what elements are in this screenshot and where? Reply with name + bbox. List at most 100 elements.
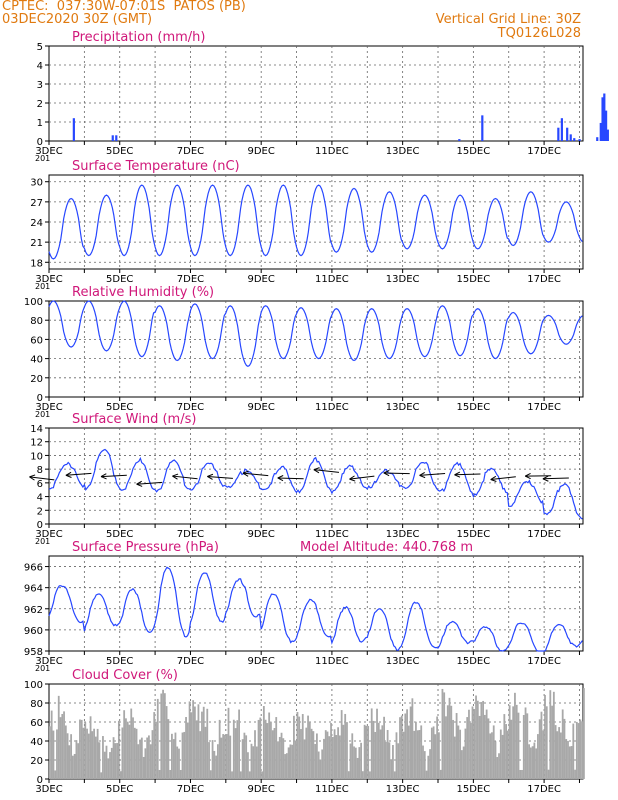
precip-bar [481, 115, 484, 141]
panel-cloud: 0 20 40 60 80 100 3DEC 5DEC 7DEC 9DEC 11DEC 13DEC 15… [24, 668, 585, 795]
y-tick-label: 2 [37, 99, 43, 110]
x-tick-label: 15DEC [457, 402, 491, 413]
cloud-bar [544, 694, 546, 779]
y-tick-label: 962 [24, 605, 43, 616]
x-tick-label: 17DEC [527, 402, 561, 413]
y-tick-label: 100 [24, 297, 43, 308]
y-tick-label: 2 [37, 506, 43, 517]
cloud-bar [568, 746, 571, 779]
cloud-bar [427, 755, 430, 779]
wind-arrow [242, 470, 269, 477]
cloud-bar [531, 746, 534, 779]
precip-bar [578, 139, 581, 141]
cloud-bar [395, 732, 398, 779]
cloud-bar [323, 738, 325, 779]
y-tick-label: 14 [30, 424, 43, 435]
cloud-bar [397, 743, 400, 779]
cloud-bar [452, 719, 454, 779]
cloud-bar [293, 715, 295, 779]
y-tick-label: 20 [30, 756, 43, 767]
cloud-bar [468, 709, 470, 779]
panel-rh: 0 20 40 60 80 100 3DEC 5DEC 7DEC 9DEC 11DEC 13DEC 15… [24, 285, 584, 419]
cloud-bar [275, 717, 278, 779]
x-tick-label: 3DEC [35, 402, 62, 413]
cloud-bar [71, 755, 74, 779]
cloud-bar [102, 736, 104, 779]
precip-bar [111, 135, 114, 141]
cloud-bar [358, 747, 361, 779]
cloud-bar [298, 716, 301, 779]
cloud-bar [218, 719, 221, 779]
model-code: TQ0126L028 [497, 26, 581, 41]
cloud-bar [199, 731, 202, 779]
cloud-bar [430, 727, 433, 779]
cloud-bar [498, 753, 500, 779]
cloud-bar [538, 719, 541, 779]
cloud-bar [165, 706, 168, 779]
y-tick-label: 4 [37, 61, 43, 72]
cloud-bar [181, 732, 184, 779]
cloud-bar [478, 715, 481, 779]
panel-title: Cloud Cover (%) [72, 668, 178, 683]
cloud-bar [155, 721, 157, 779]
cloud-bar [171, 733, 173, 779]
y-tick-label: 964 [24, 584, 43, 595]
cloud-bar [156, 698, 159, 779]
cloud-bar [356, 757, 359, 779]
cloud-bar [418, 730, 421, 779]
cloud-bar [153, 712, 156, 779]
cloud-bar [519, 769, 522, 779]
cloud-bar [192, 700, 195, 779]
cloud-bar [321, 749, 324, 779]
cloud-bar [291, 744, 294, 779]
cloud-bar [125, 718, 127, 779]
cloud-bar [234, 728, 237, 779]
cloud-bar [537, 734, 539, 779]
cloud-bar [317, 751, 320, 779]
cloud-bar [353, 746, 355, 779]
cloud-bar [257, 719, 260, 779]
wind-arrow [349, 475, 375, 482]
y-tick-label: 21 [30, 238, 43, 249]
cloud-bar [423, 751, 426, 779]
cloud-bar [77, 743, 80, 779]
cloud-bar [476, 700, 479, 779]
y-tick-label: 18 [30, 258, 43, 269]
cloud-bar [374, 731, 377, 779]
cloud-bar [167, 719, 170, 779]
cloud-bar [59, 717, 62, 779]
cloud-bar [206, 708, 209, 779]
cloud-bar [119, 771, 122, 779]
cloud-bar [301, 714, 304, 779]
precip-bar [573, 138, 576, 141]
cloud-bar [185, 717, 187, 779]
cloud-bar [466, 717, 469, 779]
cloud-bar [473, 709, 476, 779]
x-tick-label: 5DEC [106, 402, 133, 413]
cloud-bar [117, 720, 120, 779]
y-tick-label: 20 [30, 374, 43, 385]
cloud-bar [384, 741, 387, 779]
series-line-pres [48, 566, 583, 652]
model-altitude: Model Altitude: 440.768 m [300, 540, 473, 555]
cloud-bar [406, 709, 408, 779]
cloud-bar [485, 709, 488, 779]
cloud-bar [277, 741, 279, 779]
cloud-bar [285, 753, 288, 779]
y-tick-label: 5 [37, 42, 43, 53]
cloud-bar [287, 747, 290, 779]
y-tick-label: 3 [37, 80, 43, 91]
cloud-bar [506, 730, 509, 779]
cloud-bar [224, 734, 226, 779]
cloud-bar [448, 697, 451, 779]
cloud-bar [54, 770, 57, 779]
cloud-bar [140, 737, 143, 779]
wind-arrow [490, 475, 516, 482]
x-tick-label: 5DEC [106, 274, 133, 285]
x-tick-label: 7DEC [177, 529, 204, 540]
x-tick-label: 3DEC [35, 784, 62, 795]
cloud-bar [268, 712, 271, 779]
wind-arrow [172, 473, 198, 480]
cloud-bar [172, 739, 175, 779]
y-tick-label: 60 [30, 335, 43, 346]
